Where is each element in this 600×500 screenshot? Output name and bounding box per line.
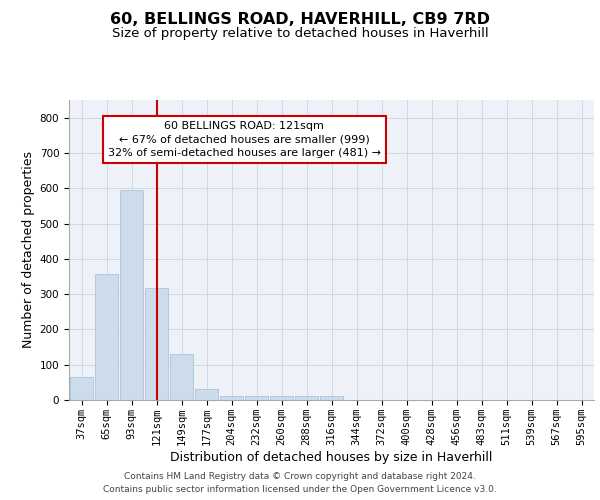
Bar [220, 396, 243, 400]
Bar [270, 396, 293, 400]
Bar [70, 377, 93, 400]
Bar [170, 354, 193, 400]
Bar [95, 274, 118, 400]
Text: Contains public sector information licensed under the Open Government Licence v3: Contains public sector information licen… [103, 485, 497, 494]
Bar [120, 190, 143, 400]
Bar [295, 396, 318, 400]
Text: 60 BELLINGS ROAD: 121sqm
← 67% of detached houses are smaller (999)
32% of semi-: 60 BELLINGS ROAD: 121sqm ← 67% of detach… [107, 121, 380, 158]
X-axis label: Distribution of detached houses by size in Haverhill: Distribution of detached houses by size … [170, 450, 493, 464]
Bar [245, 396, 268, 400]
Text: Contains HM Land Registry data © Crown copyright and database right 2024.: Contains HM Land Registry data © Crown c… [124, 472, 476, 481]
Bar [195, 390, 218, 400]
Bar [145, 288, 168, 400]
Text: Size of property relative to detached houses in Haverhill: Size of property relative to detached ho… [112, 28, 488, 40]
Bar [320, 396, 343, 400]
Y-axis label: Number of detached properties: Number of detached properties [22, 152, 35, 348]
Text: 60, BELLINGS ROAD, HAVERHILL, CB9 7RD: 60, BELLINGS ROAD, HAVERHILL, CB9 7RD [110, 12, 490, 28]
